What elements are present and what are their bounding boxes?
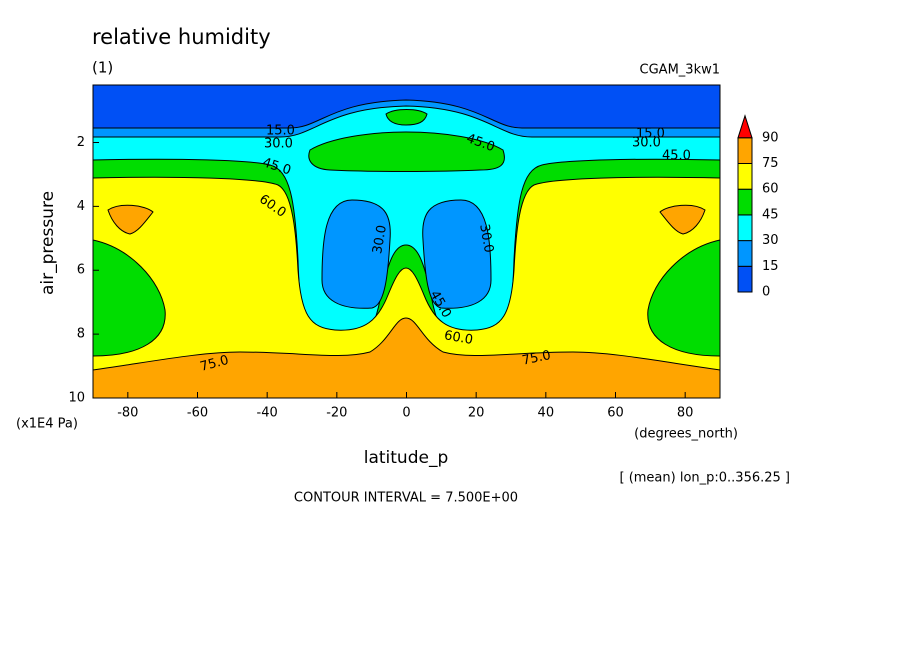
contour-label: 30.0 — [264, 137, 293, 152]
x-tick-label: 40 — [538, 406, 555, 421]
colorbar-cell — [737, 240, 753, 267]
x-tick-label: 20 — [468, 406, 485, 421]
contour-region — [659, 204, 706, 235]
colorbar-label: 15 — [762, 259, 779, 274]
x-tick-label: -20 — [326, 406, 347, 421]
contour-region — [422, 199, 492, 309]
chart-title: relative humidity — [92, 25, 271, 49]
colorbar-cell — [737, 137, 753, 165]
contour-region — [308, 131, 505, 172]
note: [ (mean) lon_p:0..356.25 ] — [619, 471, 790, 486]
subtitle: (1) — [92, 59, 113, 77]
contour-label: 75.0 — [199, 353, 231, 375]
colorbar-label: 60 — [762, 182, 779, 197]
contour-region — [107, 204, 154, 235]
colorbar-label: 75 — [762, 156, 779, 171]
colorbar-label: 30 — [762, 233, 779, 248]
x-tick-label: -60 — [187, 406, 208, 421]
colorbar-label: 90 — [762, 130, 779, 145]
x-tick-label: 80 — [677, 406, 694, 421]
x-tick-label: -40 — [257, 406, 278, 421]
contour-region — [92, 176, 721, 399]
contour-region — [647, 239, 721, 357]
colorbar-cell — [737, 188, 753, 216]
colorbar-cell — [737, 265, 753, 293]
y-tick-label: 2 — [77, 135, 85, 150]
y-tick-label: 4 — [77, 199, 85, 214]
colorbar-label: 45 — [762, 207, 779, 222]
x-tick-label: 60 — [607, 406, 624, 421]
x-axis-units: (degrees_north) — [634, 427, 738, 442]
contour-labels: 15.0 30.0 45.0 60.0 75.0 30.0 45.0 45.0 … — [199, 124, 691, 375]
contour-label: 60.0 — [443, 328, 474, 348]
contour-region — [321, 199, 391, 309]
plot-area — [92, 84, 721, 399]
contour-label: 15.0 — [636, 127, 665, 142]
contour-region — [92, 239, 166, 357]
x-tick-label: 0 — [402, 406, 410, 421]
contour-region — [92, 317, 721, 399]
x-tick-label: -80 — [117, 406, 138, 421]
y-axis-units: (x1E4 Pa) — [16, 417, 78, 432]
y-axis-label: air_pressure — [38, 191, 58, 295]
contour-label: 75.0 — [521, 348, 552, 369]
x-axis-label: latitude_p — [364, 448, 449, 468]
colorbar-cell — [737, 214, 753, 242]
contour-label: 45.0 — [662, 149, 691, 164]
contour-label: 15.0 — [266, 124, 295, 139]
dataset-label: CGAM_3kw1 — [640, 63, 720, 78]
contour-interval: CONTOUR INTERVAL = 7.500E+00 — [294, 491, 518, 506]
contour-label: 30.0 — [476, 223, 496, 254]
colorbar-cell — [737, 163, 753, 190]
contour-region — [385, 109, 428, 126]
y-tick-label: 10 — [68, 391, 85, 406]
y-tick-label: 6 — [77, 263, 85, 278]
y-tick-label: 8 — [77, 327, 85, 342]
contour-label: 30.0 — [370, 224, 390, 255]
colorbar-label: 0 — [762, 285, 770, 300]
colorbar-extend — [737, 114, 753, 139]
contour-label: 30.0 — [632, 136, 661, 151]
